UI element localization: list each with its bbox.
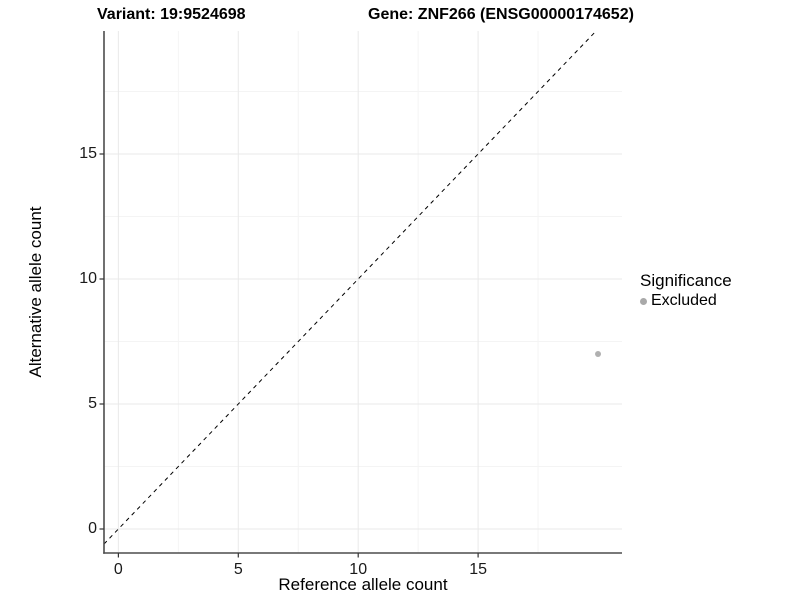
x-axis-title: Reference allele count <box>278 575 448 594</box>
legend-item-excluded: Excluded <box>640 292 732 310</box>
x-tick-label: 5 <box>233 561 243 578</box>
y-tick-label: 5 <box>88 395 97 412</box>
data-point <box>595 351 602 357</box>
legend: Significance Excluded <box>640 271 732 310</box>
y-axis-title: Alternative allele count <box>26 206 45 378</box>
variant-title: Variant: 19:9524698 <box>97 6 246 23</box>
gene-title: Gene: ZNF266 (ENSG00000174652) <box>368 6 634 23</box>
y-tick-label: 10 <box>79 270 97 287</box>
x-tick-label: 15 <box>469 561 488 578</box>
y-tick-label: 0 <box>88 520 97 537</box>
x-tick-label: 0 <box>113 561 123 578</box>
legend-title: Significance <box>640 271 732 290</box>
legend-item-label: Excluded <box>651 292 717 309</box>
x-tick-label: 10 <box>349 561 368 578</box>
identity-dashed-line <box>103 30 597 545</box>
legend-key-dot-icon <box>640 297 647 305</box>
y-tick-label: 15 <box>79 145 97 162</box>
